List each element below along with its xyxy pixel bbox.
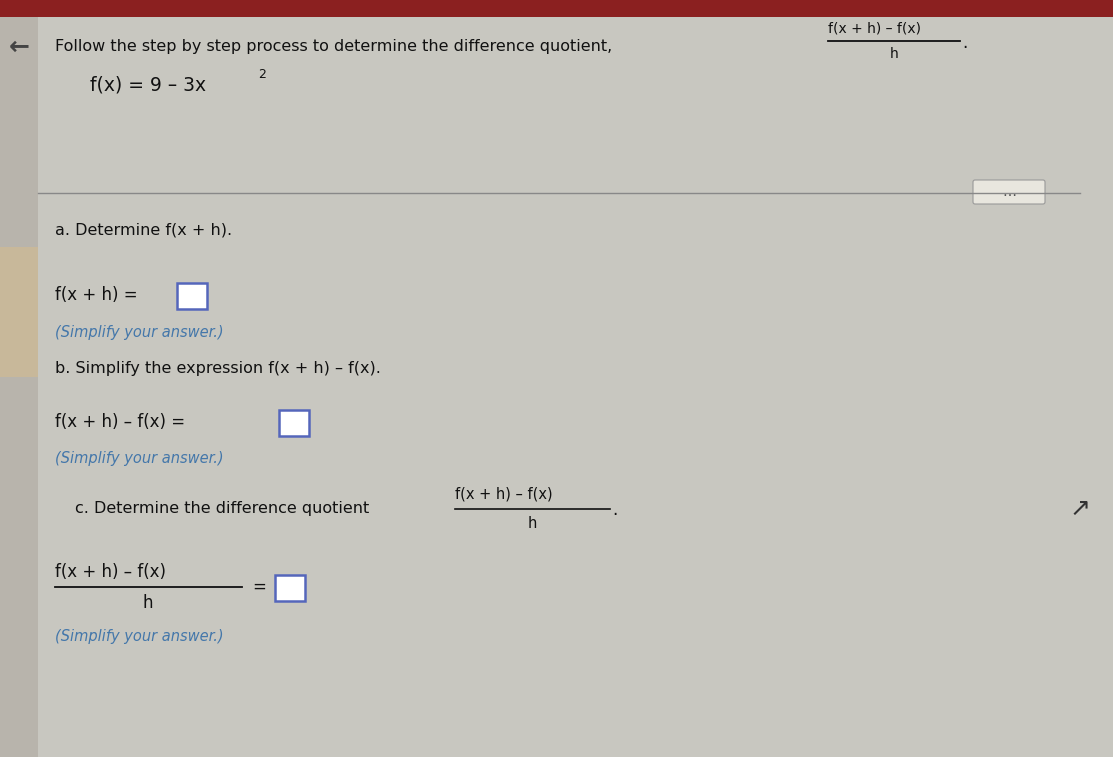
Text: (Simplify your answer.): (Simplify your answer.) <box>55 630 224 644</box>
Text: ←: ← <box>9 35 30 59</box>
Text: f(x) = 9 – 3x: f(x) = 9 – 3x <box>90 76 206 95</box>
FancyBboxPatch shape <box>279 410 309 436</box>
Text: f(x + h) – f(x): f(x + h) – f(x) <box>828 22 920 36</box>
Text: b. Simplify the expression f(x + h) – f(x).: b. Simplify the expression f(x + h) – f(… <box>55 362 381 376</box>
Text: f(x + h) – f(x): f(x + h) – f(x) <box>455 487 553 501</box>
Text: c. Determine the difference quotient: c. Determine the difference quotient <box>75 501 370 516</box>
Text: (Simplify your answer.): (Simplify your answer.) <box>55 451 224 466</box>
Text: h: h <box>528 516 536 531</box>
Text: h: h <box>142 594 154 612</box>
Text: 2: 2 <box>258 68 266 82</box>
Text: f(x + h) =: f(x + h) = <box>55 286 138 304</box>
FancyBboxPatch shape <box>973 180 1045 204</box>
Text: ↗: ↗ <box>1070 497 1091 521</box>
Bar <box>0 0 1113 17</box>
Bar <box>0 17 38 757</box>
Text: .: . <box>612 501 618 519</box>
Text: (Simplify your answer.): (Simplify your answer.) <box>55 325 224 339</box>
Text: f(x + h) – f(x): f(x + h) – f(x) <box>55 563 166 581</box>
Text: f(x + h) – f(x) =: f(x + h) – f(x) = <box>55 413 185 431</box>
Text: =: = <box>252 578 266 596</box>
Text: …: … <box>1002 185 1016 199</box>
FancyBboxPatch shape <box>177 283 207 309</box>
Text: Follow the step by step process to determine the difference quotient,: Follow the step by step process to deter… <box>55 39 612 55</box>
Text: h: h <box>889 47 898 61</box>
Text: a. Determine f(x + h).: a. Determine f(x + h). <box>55 223 233 238</box>
Bar <box>0 247 38 377</box>
Text: .: . <box>962 34 967 52</box>
FancyBboxPatch shape <box>275 575 305 601</box>
